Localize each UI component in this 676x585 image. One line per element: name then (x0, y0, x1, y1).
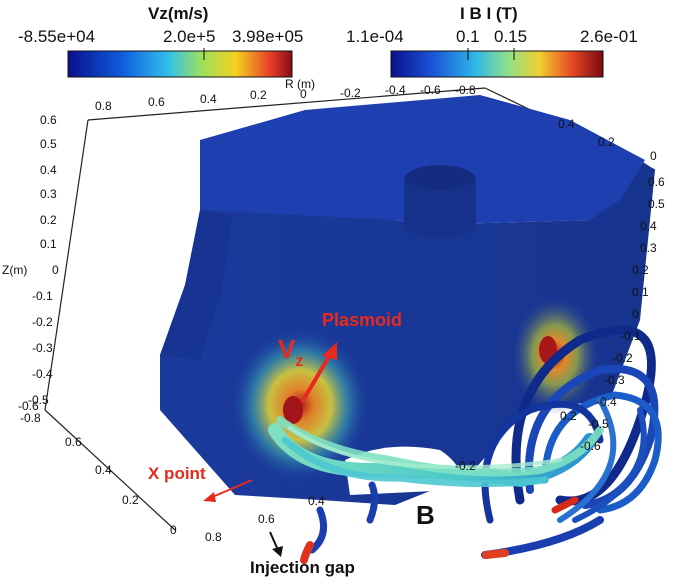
b-colorbar-tick: 0.15 (494, 27, 528, 46)
tick-label: 0.4 (95, 463, 112, 477)
tick-label: -0.5 (28, 393, 49, 407)
tick-label: -0.5 (588, 417, 609, 431)
tick-label: -0.4 (32, 367, 53, 381)
bottom-front-ticks: 0.8 0.6 0.4 (205, 494, 325, 544)
top-r-ticks: 0.8 0.6 0.4 0.2 0 -0.2 -0.4 -0.6 -0.8 (95, 83, 476, 113)
tick-label: 0.6 (648, 175, 665, 189)
tick-label: -0.4 (596, 395, 617, 409)
tick-label: -0.8 (455, 83, 476, 97)
tick-label: 0.6 (65, 435, 82, 449)
tick-label: -0.1 (620, 329, 641, 343)
tick-label: 0.6 (258, 512, 275, 526)
right-z-ticks: 0.6 0.5 0.4 0.3 0.2 0.1 0 -0.1 -0.2 -0.3… (580, 175, 665, 453)
tick-label: 0.4 (40, 163, 57, 177)
tick-label: 0 (52, 263, 59, 277)
tick-label: 0.3 (640, 241, 657, 255)
tick-label: -0.2 (340, 86, 361, 100)
tick-label: -0.2 (612, 351, 633, 365)
tick-label: 0 (300, 87, 307, 101)
b-colorbar-tick: 0.1 (456, 27, 480, 46)
solid-notch-wall (404, 180, 476, 238)
vz-colorbar-tick: 2.0e+5 (163, 27, 216, 46)
vz-symbol: Vz (278, 334, 303, 370)
vz-colorbar (67, 50, 293, 78)
tick-label: 0.2 (122, 493, 139, 507)
vz-symbol-letter: V (278, 334, 296, 364)
tick-label: 0.6 (148, 95, 165, 109)
z-axis-label: Z(m) (2, 263, 27, 277)
tick-label: -0.1 (32, 289, 53, 303)
b-colorbar-tick: 1.1e-04 (346, 27, 404, 46)
r-axis-label: R (m) (285, 77, 315, 91)
vz-colorbar-tick: -8.55e+04 (18, 27, 96, 46)
tick-label: 0.3 (40, 187, 57, 201)
tick-label: 0.2 (560, 409, 577, 423)
tick-label: -0.2 (455, 459, 476, 473)
x-point-label: X point (148, 464, 206, 483)
tick-label: 0.4 (200, 92, 217, 106)
b-field-label: B (416, 500, 435, 530)
bottom-left-ticks: -0.8 0.6 0.4 0.2 0 (20, 411, 177, 537)
top-right-ticks: 0.4 0.2 0 (558, 117, 657, 163)
tick-label: 0.2 (598, 135, 615, 149)
tick-label: 0.2 (250, 88, 267, 102)
injection-gap-label: Injection gap (250, 558, 355, 577)
tick-label: 0.2 (632, 263, 649, 277)
x-point-arrow (203, 479, 253, 502)
b-colorbar-title: I B I (T) (460, 4, 518, 23)
tick-label: 0.8 (95, 99, 112, 113)
tick-label: 0.4 (558, 117, 575, 131)
b-colorbar-tick: 2.6e-01 (580, 27, 638, 46)
flux-tube-ends (300, 496, 579, 564)
left-z-ticks: 0.6 0.5 0.4 0.3 0.2 0.1 0 -0.1 -0.2 -0.3… (18, 113, 59, 413)
flux-bundle (268, 416, 604, 488)
tick-label: 0.5 (40, 137, 57, 151)
tick-label: 0.1 (632, 285, 649, 299)
solid-top-face (200, 95, 645, 225)
tick-label: 0 (170, 523, 177, 537)
plasmoid-arrow (300, 342, 337, 404)
tick-label: 0.5 (648, 197, 665, 211)
vz-colorbar-title: Vz(m/s) (148, 4, 209, 23)
tick-label: -0.6 (580, 439, 601, 453)
tick-label: -0.3 (604, 373, 625, 387)
tick-label: 0.1 (40, 237, 57, 251)
tick-label: -0.6 (18, 399, 39, 413)
injection-gap-arrow (269, 531, 283, 557)
tick-label: 0.6 (40, 113, 57, 127)
b-colorbar (390, 50, 604, 78)
tick-label: -0.8 (20, 411, 41, 425)
vz-colorbar-tick: 3.98e+05 (232, 27, 304, 46)
hotspot-left-core (283, 396, 303, 424)
bottom-right-ticks: -0.2 0.2 (455, 409, 577, 473)
tick-label: 0.8 (205, 530, 222, 544)
tick-label: 0.4 (640, 219, 657, 233)
solid-edge-left (160, 210, 232, 360)
tick-label: -0.4 (385, 83, 406, 97)
tick-label: -0.2 (32, 315, 53, 329)
tick-label: -0.3 (32, 341, 53, 355)
tick-label: -0.6 (420, 83, 441, 97)
vz-symbol-subscript: z (295, 353, 304, 370)
tick-label: 0.2 (40, 213, 57, 227)
tick-label: 0 (632, 307, 639, 321)
tick-label: 0.4 (308, 494, 325, 508)
tick-label: 0 (650, 149, 657, 163)
plasmoid-label: Plasmoid (322, 310, 403, 330)
